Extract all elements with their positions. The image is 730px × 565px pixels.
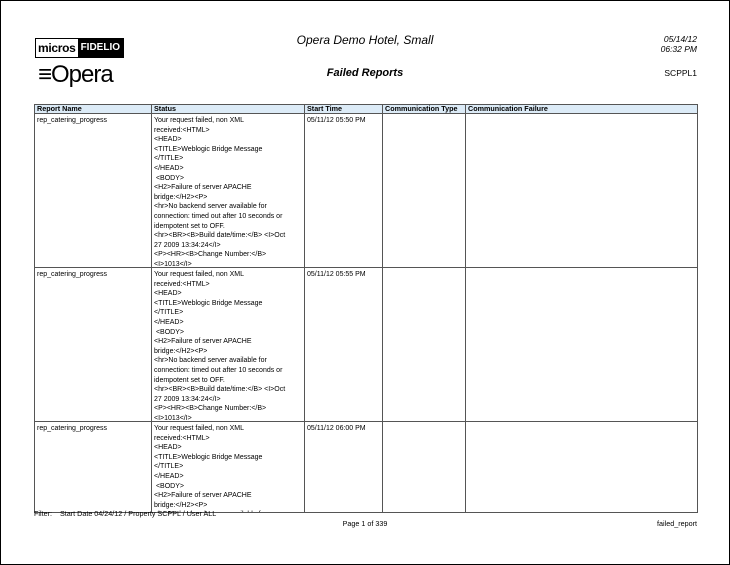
table-row: rep_catering_progress Your request failed… (34, 421, 698, 513)
status-line: idempotent set to OFF. (154, 376, 225, 384)
status-line: </TITLE> (154, 463, 184, 471)
status-line: <I>1013</I> (154, 260, 192, 267)
status-line: received:<HTML> (154, 126, 210, 134)
table-row: rep_catering_progress Your request failed… (34, 267, 698, 422)
cell-status: Your request failed, non XML received:<HT… (151, 113, 305, 268)
report-date: 05/14/12 (663, 34, 697, 44)
logo-opera-icon: ≡ (38, 61, 52, 88)
status-line: Your request failed, non XML (154, 117, 245, 124)
report-datetime: 05/14/12 06:32 PM (661, 34, 697, 54)
column-header-communication-failure: Communication Failure (465, 104, 698, 114)
column-header-communication-type: Communication Type (382, 104, 466, 114)
column-header-report-name: Report Name (34, 104, 152, 114)
micros-fidelio-logo: micros FIDELIO (35, 38, 125, 58)
status-line: </TITLE> (154, 155, 184, 163)
status-line: connection: timed out after 10 seconds o… (154, 366, 283, 374)
cell-communication-type (382, 421, 466, 513)
status-line: <hr>No backend server available for (154, 203, 267, 211)
status-line: </HEAD> (154, 472, 184, 480)
opera-logo: ≡Opera (38, 61, 114, 89)
status-line: <hr>No backend server available for (154, 357, 267, 365)
cell-status: Your request failed, non XML received:<HT… (151, 421, 305, 513)
status-line: <HEAD> (154, 136, 182, 144)
status-line: bridge:</H2><P> (154, 501, 208, 509)
status-line: received:<HTML> (154, 280, 210, 288)
status-line: <hr>No backend server available for (154, 510, 302, 512)
hotel-name: Opera Demo Hotel, Small (296, 33, 434, 47)
page-number: Page 1 of 339 (342, 519, 388, 528)
logo-fidelio-text: FIDELIO (77, 39, 124, 57)
cell-communication-type (382, 113, 466, 268)
status-line: <TITLE>Weblogic Bridge Message (154, 299, 263, 307)
cell-communication-type (382, 267, 466, 422)
status-line: idempotent set to OFF. (154, 222, 225, 230)
report-title: Failed Reports (326, 67, 404, 79)
cell-start-time: 05/11/12 05:50 PM (304, 113, 383, 268)
status-line: <BODY> (154, 174, 184, 182)
status-line: <H2>Failure of server APACHE (154, 492, 252, 500)
status-line: 27 2009 13:34:24</I> (154, 395, 221, 403)
status-line: received:<HTML> (154, 434, 210, 442)
status-line: </HEAD> (154, 164, 184, 172)
cell-report-name: rep_catering_progress (34, 421, 152, 513)
status-line: <H2>Failure of server APACHE (154, 338, 252, 346)
report-time: 06:32 PM (660, 44, 697, 54)
status-line: <I>1013</I> (154, 414, 192, 421)
status-line: <P><HR><B>Change Number:</B> (154, 405, 267, 413)
failed-reports-table: Report Name Status Start Time Communicat… (34, 104, 698, 513)
filter-text: Filter: Start Date 04/24/12 / Property S… (34, 509, 217, 518)
report-id: failed_report (657, 519, 697, 528)
status-line: 27 2009 13:34:24</I> (154, 241, 221, 249)
table-header-row: Report Name Status Start Time Communicat… (34, 104, 698, 114)
cell-communication-failure (465, 113, 698, 268)
status-line: <BODY> (154, 482, 184, 490)
status-line: <TITLE>Weblogic Bridge Message (154, 145, 263, 153)
column-header-status: Status (151, 104, 305, 114)
status-line: bridge:</H2><P> (154, 193, 208, 201)
status-line: <hr><BR><B>Build date/time:</B> <I>Oct (154, 386, 286, 394)
cell-start-time: 05/11/12 05:55 PM (304, 267, 383, 422)
status-line: <HEAD> (154, 444, 182, 452)
status-line: Your request failed, non XML (154, 425, 245, 432)
status-line: <P><HR><B>Change Number:</B> (154, 251, 267, 259)
status-line: </TITLE> (154, 309, 184, 317)
logo-micros-text: micros (36, 39, 78, 57)
status-line: connection: timed out after 10 seconds o… (154, 212, 283, 220)
property-code: SCPPL1 (664, 68, 697, 78)
status-line: <BODY> (154, 328, 184, 336)
table-row: rep_catering_progress Your request failed… (34, 113, 698, 268)
cell-status: Your request failed, non XML received:<HT… (151, 267, 305, 422)
cell-communication-failure (465, 267, 698, 422)
cell-report-name: rep_catering_progress (34, 113, 152, 268)
status-line: <H2>Failure of server APACHE (154, 184, 252, 192)
status-line: bridge:</H2><P> (154, 347, 208, 355)
cell-start-time: 05/11/12 06:00 PM (304, 421, 383, 513)
column-header-start-time: Start Time (304, 104, 383, 114)
status-line: <HEAD> (154, 290, 182, 298)
status-line: Your request failed, non XML (154, 271, 245, 278)
cell-communication-failure (465, 421, 698, 513)
status-line: <TITLE>Weblogic Bridge Message (154, 453, 263, 461)
logo-opera-text: Opera (51, 61, 114, 88)
status-line: </HEAD> (154, 318, 184, 326)
status-line: <hr><BR><B>Build date/time:</B> <I>Oct (154, 232, 286, 240)
cell-report-name: rep_catering_progress (34, 267, 152, 422)
